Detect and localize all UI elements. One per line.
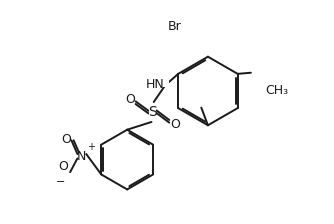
Bar bbox=[79, 153, 85, 159]
Text: +: + bbox=[87, 142, 95, 152]
Text: N: N bbox=[77, 150, 87, 163]
Text: O: O bbox=[170, 118, 180, 131]
Text: −: − bbox=[55, 177, 65, 187]
Text: O: O bbox=[61, 133, 71, 146]
Text: Br: Br bbox=[168, 20, 181, 33]
Bar bbox=[149, 109, 156, 115]
Text: O: O bbox=[125, 93, 135, 106]
Text: O: O bbox=[58, 160, 68, 173]
Text: CH₃: CH₃ bbox=[266, 84, 289, 97]
Text: S: S bbox=[148, 105, 157, 119]
Bar bbox=[160, 81, 169, 87]
Text: HN: HN bbox=[146, 78, 165, 91]
